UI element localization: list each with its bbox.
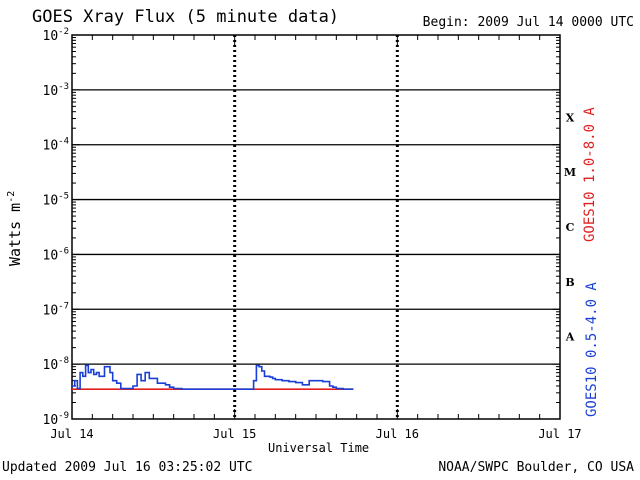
plot-frame — [71, 34, 561, 420]
x-tick-label: Jul 14 — [50, 427, 93, 441]
flare-class-label: M — [564, 166, 576, 179]
y-axis-label-text: Watts m — [6, 202, 24, 266]
y-tick-label: 10-6 — [43, 246, 70, 263]
y-tick-label: 10-5 — [43, 192, 70, 209]
credit-label: NOAA/SWPC Boulder, CO USA — [438, 460, 634, 475]
y-tick-label: 10-3 — [43, 82, 70, 99]
chart-title: GOES Xray Flux (5 minute data) — [32, 7, 340, 27]
x-tick-label: Jul 17 — [538, 427, 581, 441]
y-tick-label: 10-2 — [43, 27, 70, 44]
flare-class-label: C — [566, 221, 575, 234]
flare-class-label: X — [566, 111, 575, 124]
x-tick-label: Jul 16 — [376, 427, 419, 441]
x-axis-label: Universal Time — [268, 441, 370, 455]
flare-class-label: B — [565, 276, 574, 289]
begin-date-label: Begin: 2009 Jul 14 0000 UTC — [422, 15, 634, 30]
y-tick-label: 10-7 — [43, 301, 70, 318]
flare-class-label: A — [565, 331, 575, 344]
y-tick-label: 10-4 — [43, 137, 70, 154]
y-axis-label: Watts m-2 — [6, 191, 26, 366]
y-tick-label: 10-9 — [43, 411, 70, 428]
legend-long-channel: GOES10 1.0-8.0 A — [582, 107, 598, 242]
x-tick-label: Jul 15 — [213, 427, 256, 441]
legend-short-channel: GOES10 0.5-4.0 A — [584, 282, 600, 417]
series-line-short — [72, 364, 354, 390]
updated-timestamp: Updated 2009 Jul 16 03:25:02 UTC — [2, 460, 253, 475]
y-axis-label-exponent: -2 — [6, 190, 17, 203]
y-tick-label: 10-8 — [43, 356, 70, 373]
